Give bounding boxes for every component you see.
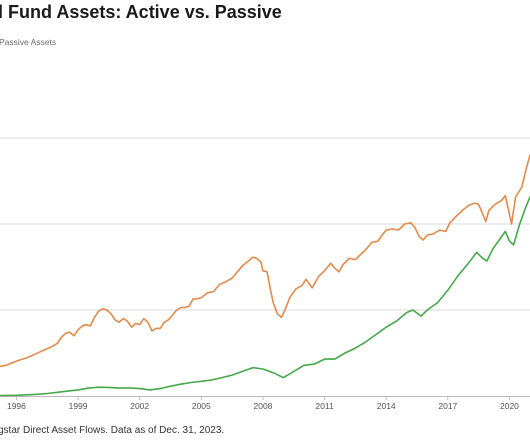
x-tick-label-2011: 2011 <box>315 401 334 411</box>
x-axis: 1996 1999 2002 2005 2008 2011 2014 2017 2020 <box>0 396 530 411</box>
x-tick-label-2014: 2014 <box>377 401 396 411</box>
series-layer <box>0 154 530 397</box>
series-line-passive <box>0 196 530 397</box>
source-note: gstar Direct Asset Flows. Data as of Dec… <box>0 425 225 436</box>
x-tick-label-1996: 1996 <box>7 401 26 411</box>
x-tick-label-2002: 2002 <box>130 401 149 411</box>
x-tick-label-2008: 2008 <box>253 401 272 411</box>
series-line-active <box>0 154 530 368</box>
chart-title: l Fund Assets: Active vs. Passive <box>0 2 282 22</box>
x-tick-label-2017: 2017 <box>438 401 457 411</box>
x-tick-label-1999: 1999 <box>69 401 88 411</box>
x-tick-label-2005: 2005 <box>192 401 211 411</box>
legend-label-passive: Passive Assets <box>0 37 57 47</box>
grid-layer <box>0 137 530 311</box>
x-tick-label-2020: 2020 <box>500 401 519 411</box>
